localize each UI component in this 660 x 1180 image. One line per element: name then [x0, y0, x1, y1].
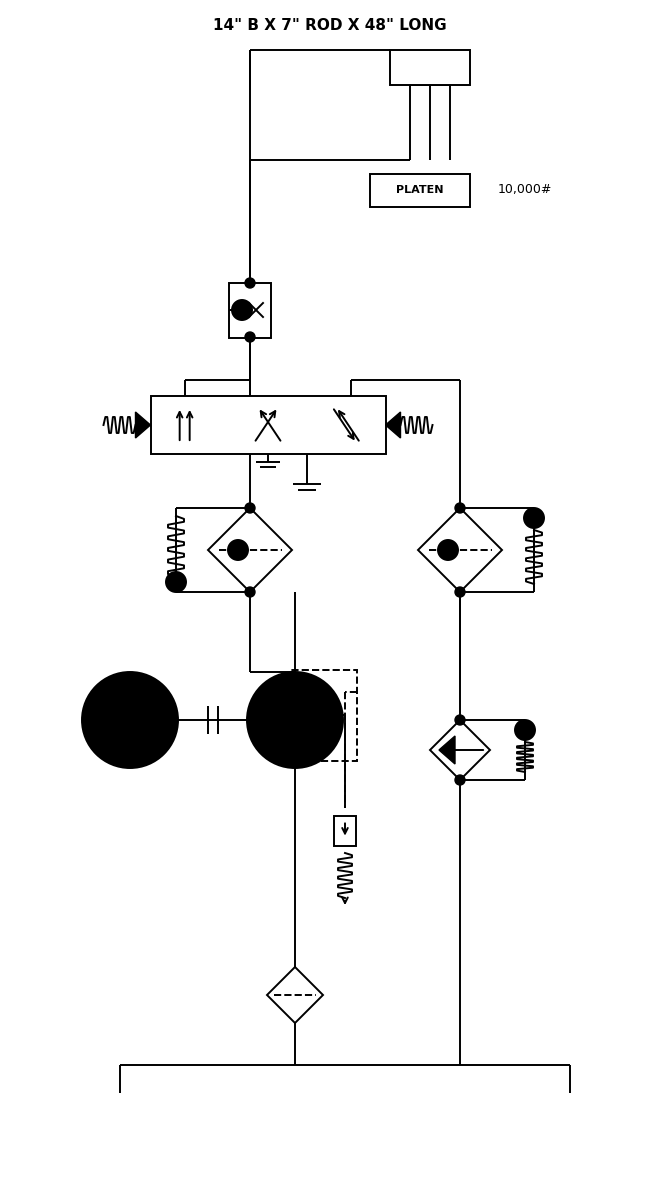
Circle shape	[455, 586, 465, 597]
Circle shape	[247, 671, 343, 768]
Polygon shape	[285, 704, 309, 725]
Text: EM: EM	[118, 713, 142, 727]
Polygon shape	[385, 412, 401, 438]
Text: 14" B X 7" ROD X 48" LONG: 14" B X 7" ROD X 48" LONG	[213, 18, 447, 33]
Circle shape	[455, 775, 465, 785]
Text: 10,000#: 10,000#	[498, 184, 552, 197]
Circle shape	[245, 503, 255, 513]
Polygon shape	[430, 720, 490, 780]
Circle shape	[455, 503, 465, 513]
Circle shape	[232, 300, 252, 320]
Polygon shape	[135, 412, 150, 438]
Circle shape	[166, 572, 186, 592]
Circle shape	[245, 332, 255, 342]
Circle shape	[245, 586, 255, 597]
Circle shape	[524, 509, 544, 527]
Polygon shape	[208, 509, 292, 592]
Polygon shape	[439, 736, 455, 763]
Circle shape	[515, 720, 535, 740]
Circle shape	[245, 278, 255, 288]
Polygon shape	[269, 702, 285, 716]
Polygon shape	[267, 966, 323, 1023]
Circle shape	[228, 540, 248, 560]
Circle shape	[82, 671, 178, 768]
Bar	[390, 50, 470, 85]
Circle shape	[438, 540, 458, 560]
Bar	[370, 173, 470, 206]
Polygon shape	[418, 509, 502, 592]
Circle shape	[455, 715, 465, 725]
Bar	[229, 282, 271, 337]
Text: PLATEN: PLATEN	[396, 185, 444, 195]
Bar	[290, 669, 357, 761]
Bar	[334, 815, 356, 846]
Bar	[150, 396, 385, 454]
